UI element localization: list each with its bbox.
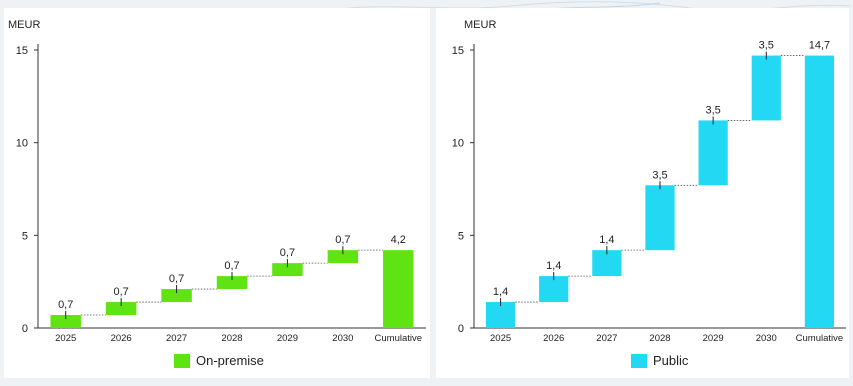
bar-2028 <box>645 185 675 251</box>
bar-2026 <box>105 302 137 316</box>
y-axis-unit-label: MEUR <box>464 19 496 31</box>
y-tick-label: 5 <box>458 230 464 242</box>
x-tick-label: 2025 <box>490 333 511 344</box>
y-tick-label: 0 <box>458 323 464 335</box>
x-tick-label: 2025 <box>55 333 76 344</box>
y-tick-label: 15 <box>452 45 464 57</box>
y-tick-label: 10 <box>452 138 464 150</box>
data-label: 0,7 <box>58 299 73 311</box>
chart-panel-on-premise: MEUR 0 5 10 15 0,7 2025 0,7 2026 0,7 2027 0,7 2028 0,… <box>4 8 430 378</box>
data-label: 4,2 <box>391 234 406 246</box>
x-tick-label: 2026 <box>543 333 564 344</box>
bar-2028 <box>216 276 248 290</box>
x-tick-label: Cumulative <box>796 333 844 344</box>
legend-on-premise: On-premise <box>174 353 264 368</box>
bar-2029 <box>272 263 303 277</box>
x-tick-label: Cumulative <box>375 333 423 344</box>
legend-label: On-premise <box>196 353 264 368</box>
x-tick-label: 2029 <box>703 333 724 344</box>
x-tick-label: 2029 <box>277 333 298 344</box>
y-tick-label: 5 <box>22 230 28 242</box>
data-label: 3,5 <box>759 40 774 52</box>
data-label: 14,7 <box>809 40 830 52</box>
y-axis-unit-label: MEUR <box>8 19 40 31</box>
bar-2030 <box>751 55 781 121</box>
y-tick-label: 15 <box>16 45 28 57</box>
data-label: 0,7 <box>113 286 128 298</box>
data-label: 0,7 <box>335 234 350 246</box>
x-tick-label: 2028 <box>221 333 242 344</box>
bar-2026 <box>539 276 569 303</box>
x-tick-label: 2028 <box>649 333 670 344</box>
legend-label: Public <box>653 353 689 368</box>
legend-swatch <box>631 353 647 368</box>
data-label: 1,4 <box>493 286 508 298</box>
waterfall-chart-on-premise: MEUR 0 5 10 15 0,7 2025 0,7 2026 0,7 2027 0,7 2028 0,… <box>8 19 426 344</box>
bar-cumulative <box>383 250 414 328</box>
data-label: 1,4 <box>599 234 614 246</box>
data-label: 1,4 <box>546 260 561 272</box>
data-label: 0,7 <box>280 247 295 259</box>
data-label: 3,5 <box>652 169 667 181</box>
waterfall-chart-public: MEUR 0 5 10 15 1,4 2025 1,4 2026 1,4 2027 3,5 2028 3,… <box>452 19 846 344</box>
x-tick-label: 2027 <box>596 333 617 344</box>
bar-2025 <box>485 302 516 328</box>
x-tick-label: 2030 <box>332 333 353 344</box>
bar-2029 <box>698 120 728 186</box>
legend-swatch <box>174 353 190 368</box>
legend-public: Public <box>631 353 688 368</box>
bar-cumulative <box>804 55 835 329</box>
y-tick-label: 10 <box>16 138 28 150</box>
x-tick-label: 2027 <box>166 333 187 344</box>
x-tick-label: 2026 <box>111 333 132 344</box>
data-label: 0,7 <box>224 260 239 272</box>
bar-2027 <box>161 289 192 303</box>
bar-2027 <box>592 250 622 277</box>
data-label: 3,5 <box>705 104 720 116</box>
bar-2030 <box>327 250 359 264</box>
y-tick-label: 0 <box>22 323 28 335</box>
data-label: 0,7 <box>169 273 184 285</box>
bar-2025 <box>50 315 81 328</box>
x-tick-label: 2030 <box>756 333 777 344</box>
chart-panel-public: MEUR 0 5 10 15 1,4 2025 1,4 2026 1,4 2027 3,5 2028 3,… <box>436 8 849 378</box>
